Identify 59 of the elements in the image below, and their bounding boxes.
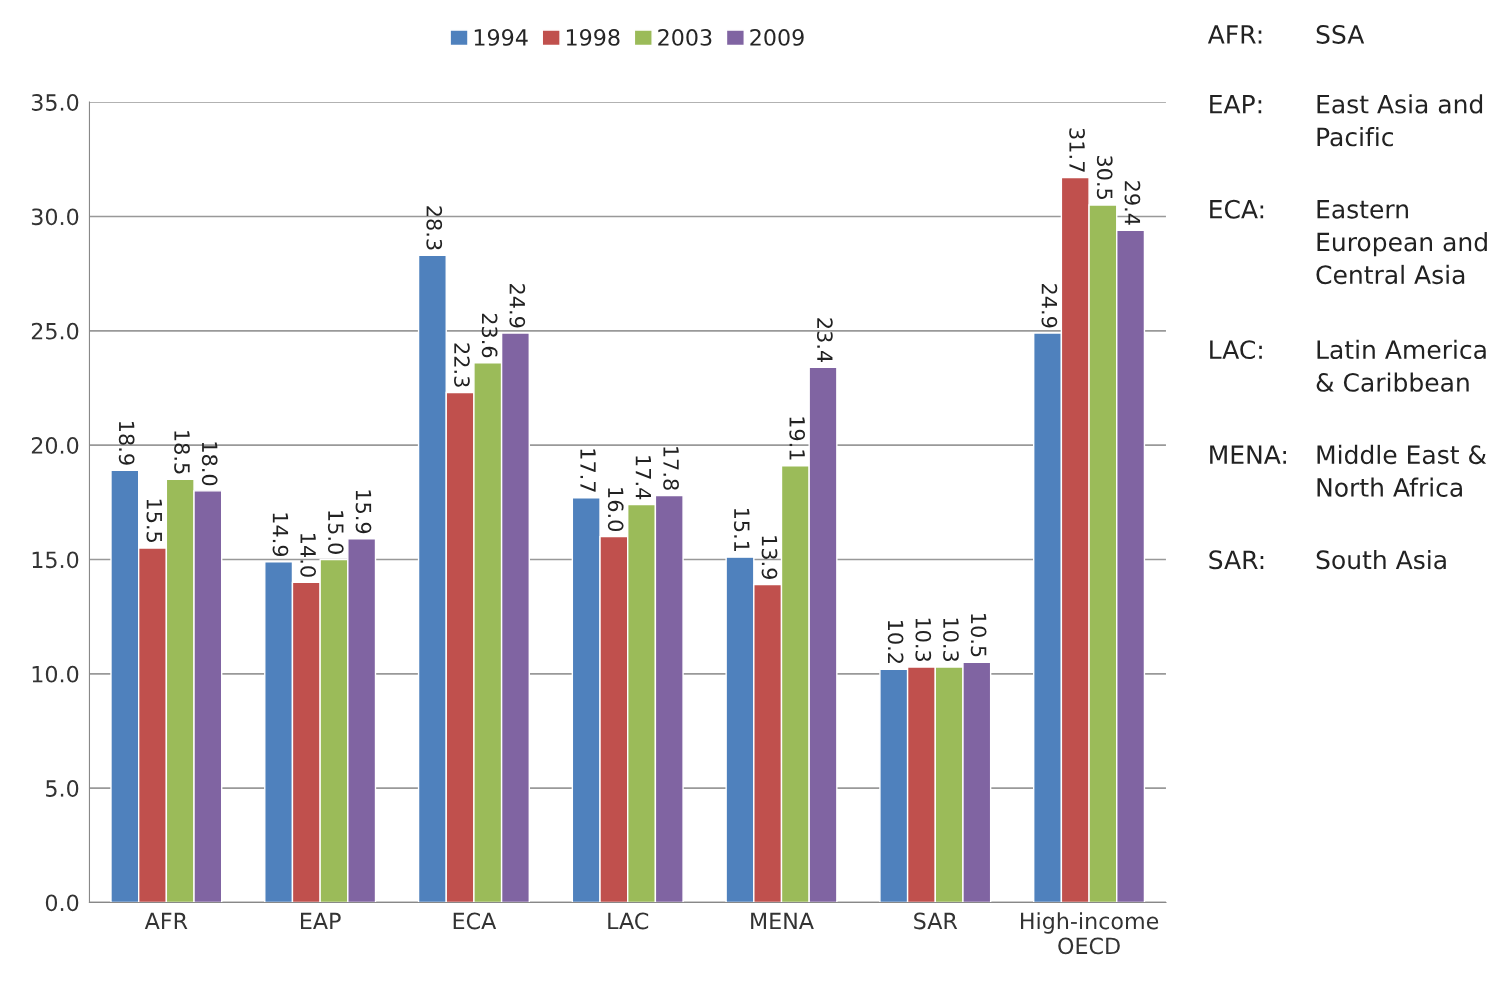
data-label: 18.0 [201, 442, 218, 486]
text: Middle East & North Africa [1317, 444, 1487, 497]
data-label: 15.0 [327, 511, 344, 554]
y-tick-label: 35.0 [31, 94, 79, 111]
data-label: 23.4 [816, 318, 833, 363]
data-label: 22.3 [454, 343, 470, 387]
text: SSA [1316, 24, 1365, 44]
data-label: 15.1 [733, 508, 750, 552]
text: AFR: [1207, 25, 1262, 44]
y-tick-label: 25.0 [31, 322, 79, 340]
x-tick-label: EAP [301, 912, 341, 930]
legend-label: 1994 [474, 29, 528, 46]
data-label: 17.7 [580, 449, 596, 492]
x-tick-label: LAC [608, 912, 649, 930]
legend-label: 1998 [566, 29, 620, 46]
legend-label: 2003 [658, 29, 712, 46]
data-label: 15.5 [146, 499, 162, 543]
data-label: 14.9 [272, 513, 289, 557]
y-tick-label: 5.0 [46, 780, 79, 797]
x-tick-label: MENA [751, 912, 814, 930]
x-tick-label: SAR [914, 912, 958, 930]
data-label: 18.9 [118, 422, 135, 465]
y-tick-label: 10.0 [32, 665, 79, 683]
text: LAC: [1210, 340, 1262, 360]
text: MENA: [1210, 445, 1286, 464]
text: Eastern European and Central Asia [1316, 200, 1487, 285]
data-label: 24.9 [1041, 284, 1058, 328]
data-label: 28.3 [426, 206, 443, 250]
data-label: 10.2 [887, 620, 904, 663]
data-label: 23.6 [481, 313, 498, 358]
x-tick-label: High-income OECD [1021, 912, 1159, 955]
y-tick-label: 0.0 [45, 894, 79, 912]
text: EAP: [1210, 95, 1262, 114]
data-label: 10.3 [915, 618, 932, 662]
x-tick-label: AFR [144, 912, 188, 930]
data-label: 15.9 [355, 490, 372, 534]
data-label: 19.1 [789, 417, 806, 460]
data-label: 30.5 [1096, 156, 1113, 200]
data-label: 29.4 [1124, 181, 1141, 225]
data-label: 13.9 [761, 536, 778, 579]
y-tick-label: 30.0 [31, 208, 79, 226]
y-tick-label: 15.0 [32, 551, 79, 569]
data-label: 10.5 [970, 614, 987, 657]
data-label: 14.0 [300, 534, 317, 577]
legend-label: 2009 [750, 29, 804, 46]
text: Latin America & Caribbean [1316, 339, 1486, 392]
data-label: 10.3 [943, 618, 959, 662]
y-tick-label: 20.0 [31, 437, 79, 454]
data-label: 17.8 [663, 447, 679, 490]
data-label: 18.5 [174, 431, 190, 474]
text: South Asia [1316, 549, 1446, 570]
x-tick-label: ECA [453, 912, 497, 930]
text: East Asia and Pacific [1317, 94, 1483, 147]
data-label: 31.7 [1069, 128, 1085, 172]
data-label: 17.4 [635, 456, 651, 500]
text: ECA: [1210, 199, 1264, 219]
text: SAR: [1209, 550, 1264, 570]
data-label: 16.0 [607, 488, 624, 532]
data-label: 24.9 [509, 284, 526, 328]
